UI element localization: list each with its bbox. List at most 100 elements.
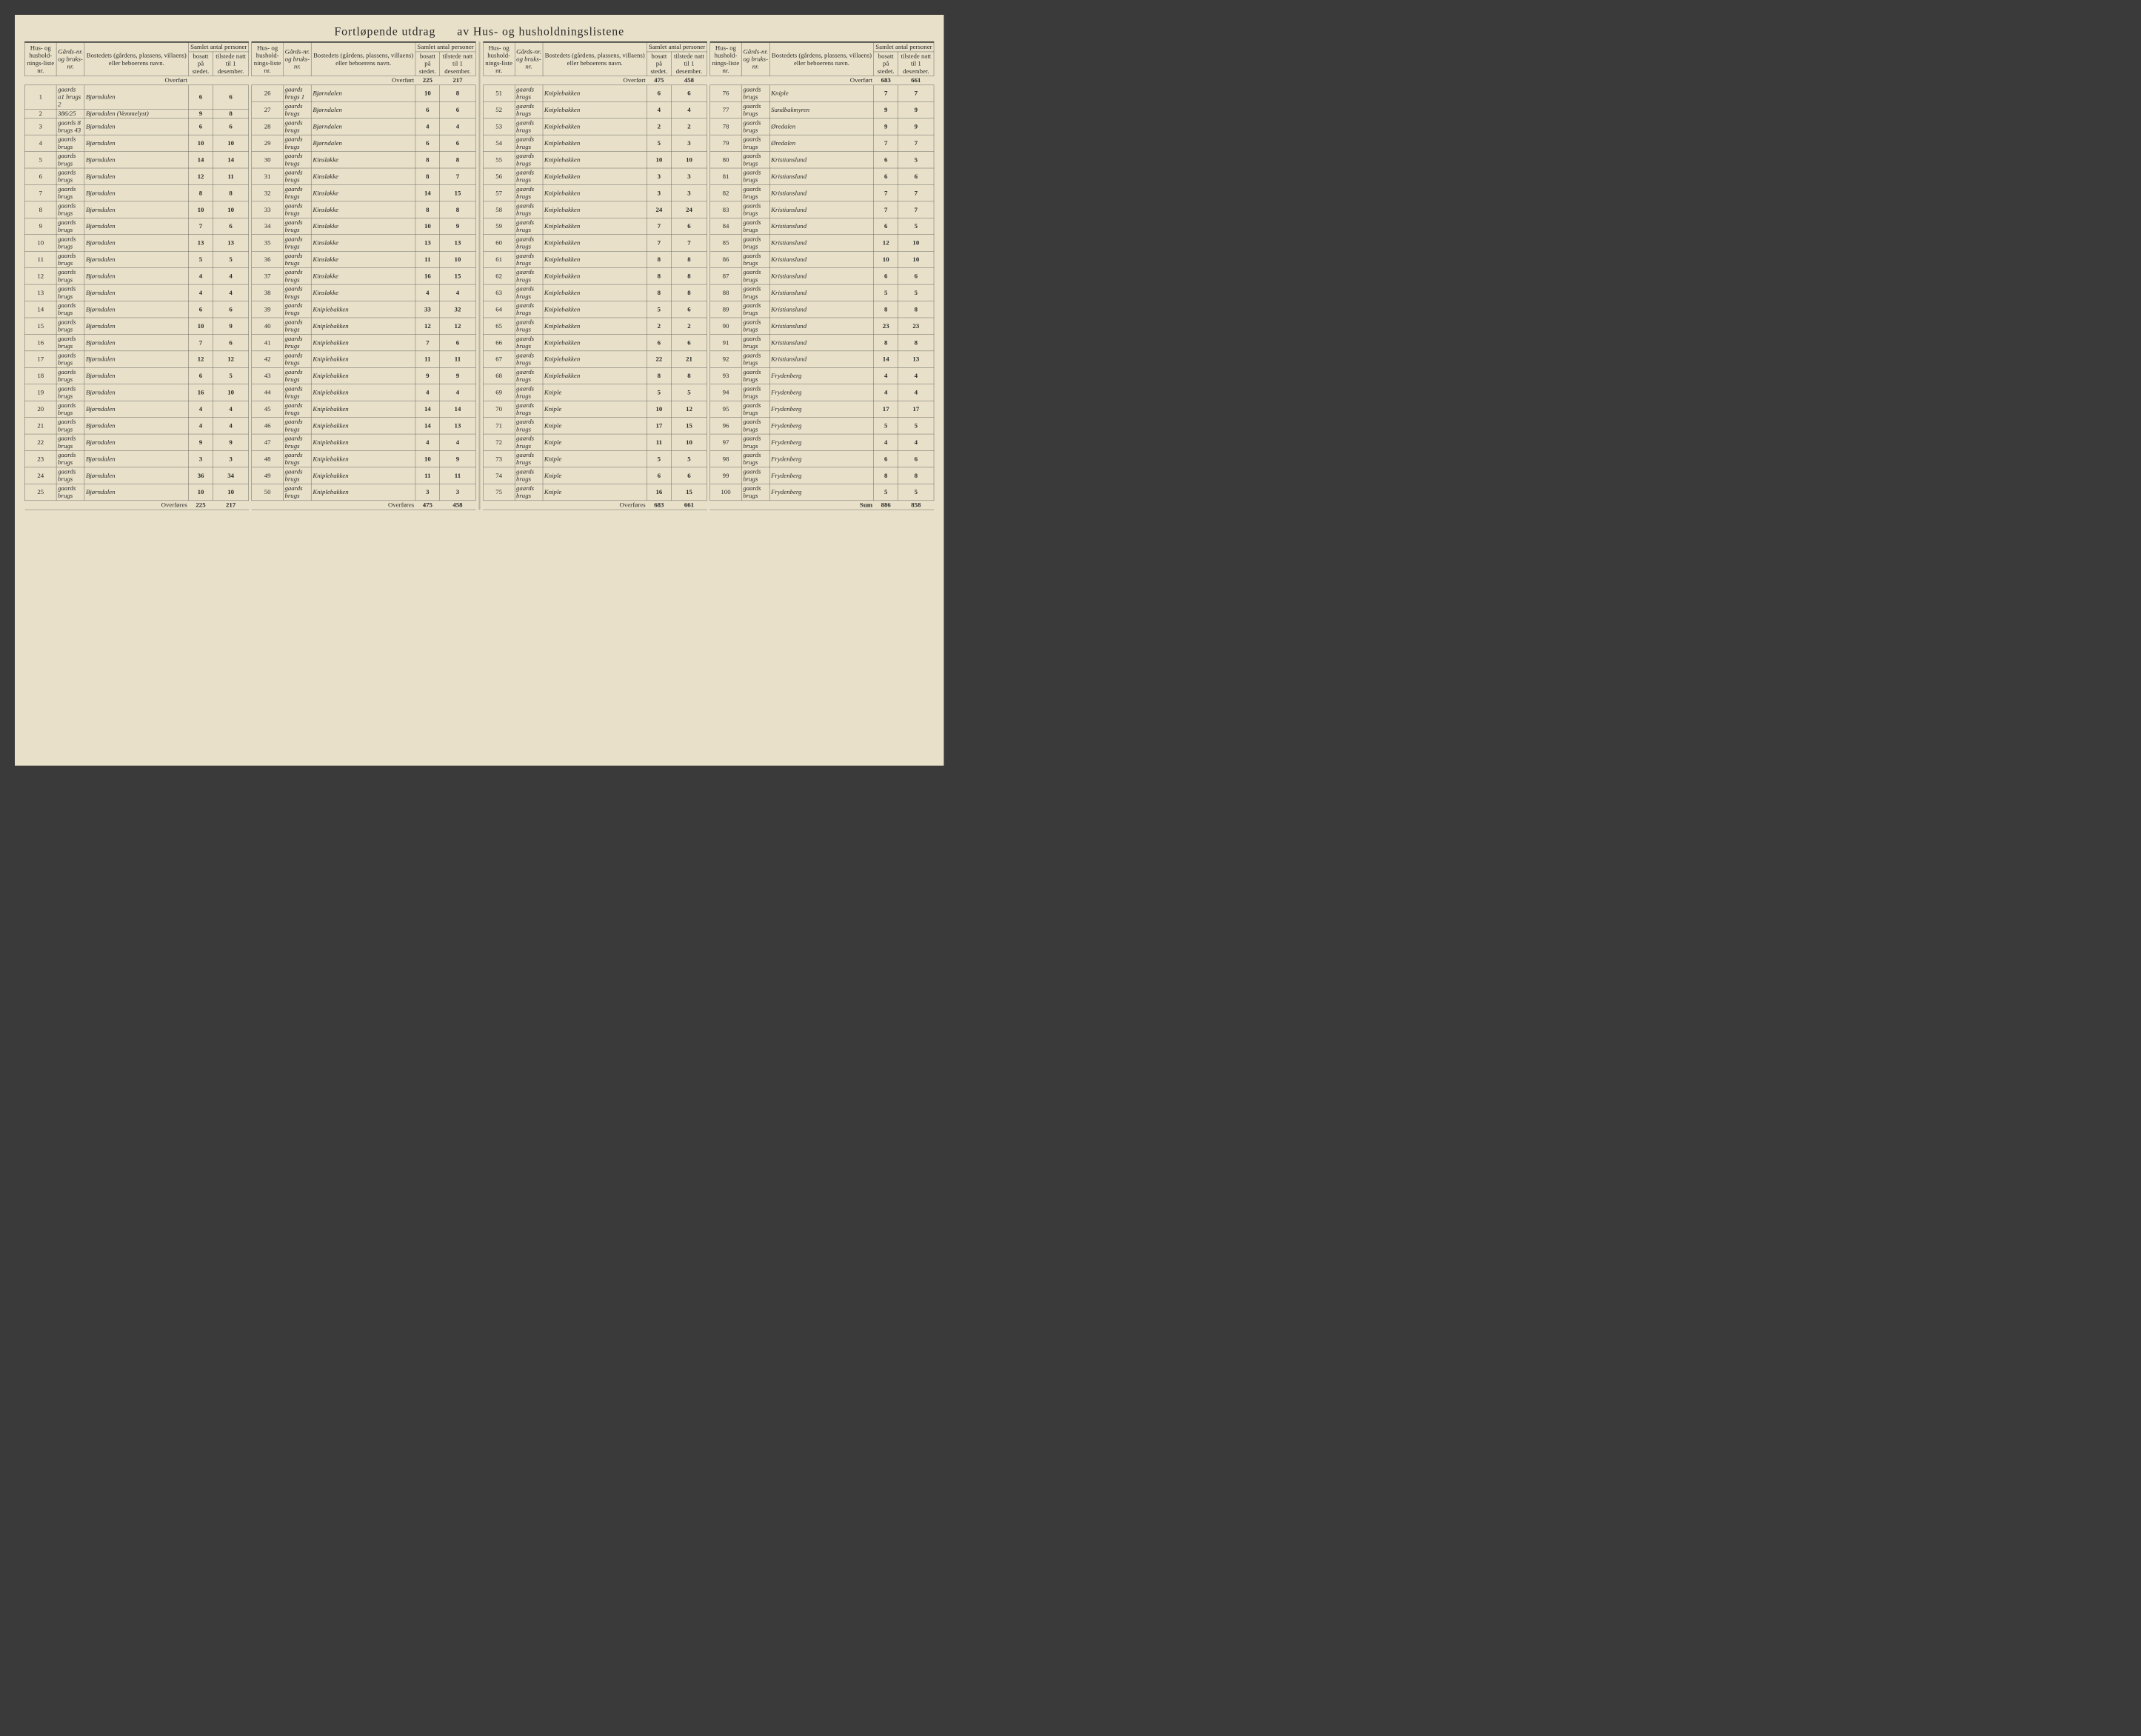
row-tilstede: 8 [440, 85, 475, 101]
table-row: 46 gaards brugs Kniplebakken 14 13 [252, 418, 475, 434]
row-tilstede: 12 [440, 318, 475, 334]
table-row: 100 gaards brugs Frydenberg 5 5 [710, 484, 934, 500]
row-gards: gaards 8 brugs 43 [56, 118, 84, 135]
row-name: Bjørndalen [84, 85, 189, 110]
row-name: Frydenberg [769, 401, 874, 417]
row-tilstede: 4 [898, 384, 934, 401]
table-row: 83 gaards brugs Kristianslund 7 7 [710, 201, 934, 218]
table-row: 95 gaards brugs Frydenberg 17 17 [710, 401, 934, 417]
table-row: 58 gaards brugs Kniplebakken 24 24 [483, 201, 707, 218]
row-bosatt: 8 [874, 467, 898, 484]
row-gards: gaards brugs [56, 334, 84, 350]
row-nr: 53 [483, 118, 515, 135]
row-tilstede: 8 [671, 284, 707, 301]
row-bosatt: 8 [647, 284, 671, 301]
row-gards: gaards brugs [56, 218, 84, 234]
row-nr: 96 [710, 418, 742, 434]
row-tilstede: 5 [898, 218, 934, 234]
footer-label: Overføres [483, 501, 647, 510]
row-tilstede: 9 [440, 367, 475, 384]
row-gards: gaards brugs [283, 418, 311, 434]
row-gards: gaards brugs [283, 467, 311, 484]
table-row: 51 gaards brugs Kniplebakken 6 6 [483, 85, 707, 101]
row-name: Bjørndalen [84, 184, 189, 201]
row-name: Kinsløkke [311, 251, 415, 267]
row-name: Kinsløkke [311, 184, 415, 201]
row-bosatt: 10 [415, 85, 440, 101]
row-bosatt: 7 [874, 135, 898, 151]
row-nr: 20 [24, 401, 56, 417]
row-gards: gaards brugs [741, 351, 769, 367]
row-name: Frydenberg [769, 384, 874, 401]
row-nr: 94 [710, 384, 742, 401]
row-bosatt: 22 [647, 351, 671, 367]
table-row: 54 gaards brugs Kniplebakken 5 3 [483, 135, 707, 151]
row-name: Bjørndalen [84, 451, 189, 467]
table-row: 65 gaards brugs Kniplebakken 2 2 [483, 318, 707, 334]
row-tilstede: 6 [898, 168, 934, 184]
row-tilstede: 8 [671, 367, 707, 384]
ledger-panel: Hus- og hushold-nings-liste nr. Gårds-nr… [24, 41, 249, 510]
row-nr: 48 [252, 451, 284, 467]
row-bosatt: 8 [647, 367, 671, 384]
row-bosatt: 4 [874, 434, 898, 450]
footer-tilstede: 661 [671, 501, 707, 510]
table-row: 43 gaards brugs Kniplebakken 9 9 [252, 367, 475, 384]
row-nr: 56 [483, 168, 515, 184]
row-nr: 81 [710, 168, 742, 184]
row-name: Kniplebakken [543, 301, 647, 318]
table-row: 40 gaards brugs Kniplebakken 12 12 [252, 318, 475, 334]
row-tilstede: 9 [898, 118, 934, 135]
row-name: Øredalen [769, 118, 874, 135]
row-gards: gaards brugs [56, 351, 84, 367]
row-gards: gaards brugs [515, 101, 543, 118]
table-row: 52 gaards brugs Kniplebakken 4 4 [483, 101, 707, 118]
row-bosatt: 5 [874, 284, 898, 301]
row-tilstede: 6 [671, 301, 707, 318]
row-tilstede: 6 [213, 301, 248, 318]
hdr-bosatt: bosatt på stedet. [189, 52, 213, 76]
row-name: Kniplebakken [543, 201, 647, 218]
row-tilstede: 10 [671, 152, 707, 168]
row-nr: 95 [710, 401, 742, 417]
row-nr: 51 [483, 85, 515, 101]
row-nr: 88 [710, 284, 742, 301]
overfort-tilstede: 217 [440, 76, 475, 85]
row-gards: gaards brugs [741, 201, 769, 218]
row-nr: 86 [710, 251, 742, 267]
row-tilstede: 15 [671, 484, 707, 500]
row-nr: 82 [710, 184, 742, 201]
row-name: Kristianslund [769, 301, 874, 318]
title-left: Fortløpende utdrag [334, 25, 435, 39]
row-bosatt: 6 [189, 85, 213, 110]
row-tilstede: 8 [898, 334, 934, 350]
table-row: 62 gaards brugs Kniplebakken 8 8 [483, 268, 707, 284]
row-name: Kniplebakken [311, 334, 415, 350]
row-gards: gaards brugs [515, 268, 543, 284]
table-row: 50 gaards brugs Kniplebakken 3 3 [252, 484, 475, 500]
row-nr: 91 [710, 334, 742, 350]
hdr-bosatt: bosatt på stedet. [647, 52, 671, 76]
row-tilstede: 14 [213, 152, 248, 168]
table-row: 8 gaards brugs Bjørndalen 10 10 [24, 201, 248, 218]
table-row: 96 gaards brugs Frydenberg 5 5 [710, 418, 934, 434]
table-row: 69 gaards brugs Kniple 5 5 [483, 384, 707, 401]
row-gards: gaards brugs [515, 351, 543, 367]
row-gards: gaards brugs [283, 218, 311, 234]
row-bosatt: 9 [189, 109, 213, 118]
row-nr: 76 [710, 85, 742, 101]
row-tilstede: 13 [440, 418, 475, 434]
row-tilstede: 9 [213, 318, 248, 334]
row-bosatt: 6 [415, 101, 440, 118]
row-bosatt: 6 [874, 451, 898, 467]
hdr-gards-nr: Gårds-nr. og bruks-nr. [515, 43, 543, 76]
row-nr: 21 [24, 418, 56, 434]
ledger-document: Fortløpende utdrag av Hus- og husholdnin… [15, 15, 943, 766]
hdr-hus-nr: Hus- og hushold-nings-liste nr. [483, 43, 515, 76]
row-tilstede: 4 [440, 284, 475, 301]
row-bosatt: 8 [647, 268, 671, 284]
row-gards: gaards brugs [56, 467, 84, 484]
row-nr: 68 [483, 367, 515, 384]
row-nr: 24 [24, 467, 56, 484]
table-row: 15 gaards brugs Bjørndalen 10 9 [24, 318, 248, 334]
